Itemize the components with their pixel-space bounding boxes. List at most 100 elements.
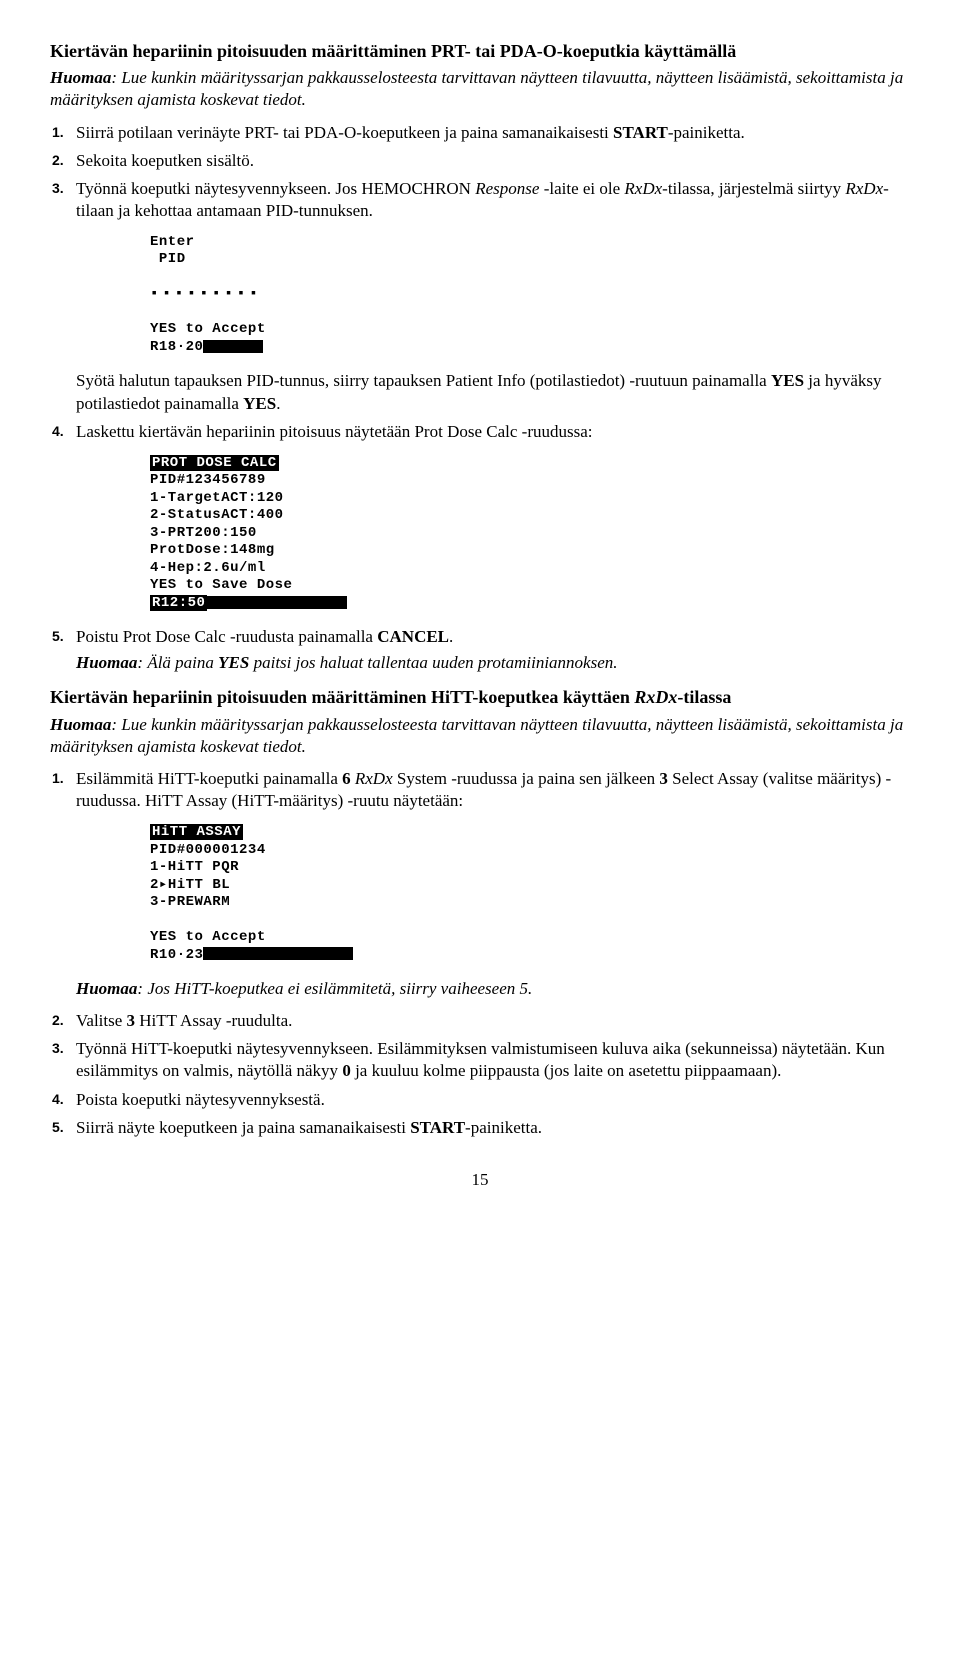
- pid-instruction: Syötä halutun tapauksen PID-tunnus, siir…: [76, 370, 910, 414]
- screen-line: 1-HiTT PQR: [150, 859, 239, 875]
- item-text: HiTT Assay -ruudulta.: [135, 1011, 292, 1030]
- text: .: [276, 394, 280, 413]
- section2-note: Huomaa: Lue kunkin määrityssarjan pakkau…: [50, 714, 910, 758]
- section2-item1-note: Huomaa: Jos HiTT-koeputkea ei esilämmite…: [76, 978, 910, 1000]
- item-text: Poistu Prot Dose Calc -ruudusta painamal…: [76, 627, 377, 646]
- note-text: : Älä paina: [137, 653, 218, 672]
- list-item: 1. Esilämmitä HiTT-koeputki painamalla 6…: [50, 768, 910, 812]
- item-text: Valitse: [76, 1011, 127, 1030]
- item-text: Laskettu kiertävän hepariinin pitoisuus …: [76, 422, 592, 441]
- item-italic: RxDx: [845, 179, 883, 198]
- screen-line: R18·20: [150, 339, 203, 355]
- item-number: 3.: [52, 179, 64, 197]
- note-prefix: Huomaa: [76, 653, 137, 672]
- assay-screen: HiTT ASSAY PID#000001234 1-HiTT PQR 2▸Hi…: [150, 824, 910, 964]
- note-text: : Lue kunkin määrityssarjan pakkausselos…: [50, 68, 903, 109]
- section1-list-cont2: 5. Poistu Prot Dose Calc -ruudusta paina…: [50, 626, 910, 674]
- bold: CANCEL: [377, 627, 449, 646]
- black-bar: [203, 947, 353, 960]
- screen-line: PID#000001234: [150, 842, 266, 858]
- black-bar: [203, 340, 263, 353]
- screen-line: R12:50: [150, 595, 207, 611]
- item-italic: Response: [475, 179, 539, 198]
- heading-italic: RxDx: [634, 687, 677, 707]
- note-text: : Lue kunkin määrityssarjan pakkausselos…: [50, 715, 903, 756]
- screen-title-inverse: PROT DOSE CALC: [150, 455, 279, 471]
- pid-screen: Enter PID ▪▪▪▪▪▪▪▪▪ YES to Accept R18·20: [150, 234, 910, 357]
- item-number: 4.: [52, 422, 64, 440]
- item-number: 1.: [52, 769, 64, 787]
- screen-line: PID#123456789: [150, 472, 266, 488]
- item-text: Sekoita koeputken sisältö.: [76, 151, 254, 170]
- page-number: 15: [50, 1169, 910, 1191]
- heading-text: Kiertävän hepariinin pitoisuuden määritt…: [50, 687, 634, 707]
- screen-line: YES to Accept: [150, 321, 266, 337]
- screen-line: 3-PRT200:150: [150, 525, 257, 541]
- bold: 3: [659, 769, 668, 788]
- item-text: Poista koeputki näytesyvennyksestä.: [76, 1090, 325, 1109]
- screen-line: 2-StatusACT:400: [150, 507, 284, 523]
- section1-note: Huomaa: Lue kunkin määrityssarjan pakkau…: [50, 67, 910, 111]
- list-item: 1. Siirrä potilaan verinäyte PRT- tai PD…: [50, 122, 910, 144]
- section2-heading: Kiertävän hepariinin pitoisuuden määritt…: [50, 686, 910, 709]
- item-text: Siirrä potilaan verinäyte PRT- tai PDA-O…: [76, 123, 613, 142]
- section2-list-cont: 2. Valitse 3 HiTT Assay -ruudulta. 3. Ty…: [50, 1010, 910, 1138]
- section1-list-cont: 4. Laskettu kiertävän hepariinin pitoisu…: [50, 421, 910, 443]
- item-text: Esilämmitä HiTT-koeputki painamalla: [76, 769, 342, 788]
- note-text: paitsi jos haluat tallentaa uuden protam…: [249, 653, 617, 672]
- dose-screen: PROT DOSE CALC PID#123456789 1-TargetACT…: [150, 455, 910, 613]
- screen-title-inverse: HiTT ASSAY: [150, 824, 243, 840]
- list-item: 3. Työnnä koeputki näytesyvennykseen. Jo…: [50, 178, 910, 222]
- list-item: 2. Valitse 3 HiTT Assay -ruudulta.: [50, 1010, 910, 1032]
- item-number: 2.: [52, 1011, 64, 1029]
- screen-line: 1-TargetACT:120: [150, 490, 284, 506]
- screen-line: ProtDose:148mg: [150, 542, 275, 558]
- item-text: -laite ei ole: [539, 179, 624, 198]
- screen-line: Enter: [150, 234, 195, 250]
- list-item: 2. Sekoita koeputken sisältö.: [50, 150, 910, 172]
- section1-list: 1. Siirrä potilaan verinäyte PRT- tai PD…: [50, 122, 910, 222]
- black-bar: [207, 596, 347, 609]
- bold: 6: [342, 769, 351, 788]
- screen-dots: ▪▪▪▪▪▪▪▪▪: [150, 286, 262, 302]
- item-text: Työnnä koeputki näytesyvennykseen. Jos H…: [76, 179, 475, 198]
- screen-line: YES to Accept: [150, 929, 266, 945]
- screen-line: 3-PREWARM: [150, 894, 230, 910]
- screen-line: PID: [150, 251, 186, 267]
- heading-text: -tilassa: [677, 687, 731, 707]
- bold: YES: [243, 394, 276, 413]
- screen-line: 4-Hep:2.6u/ml: [150, 560, 266, 576]
- item-bold: START: [613, 123, 668, 142]
- bold: 3: [127, 1011, 136, 1030]
- item-number: 1.: [52, 123, 64, 141]
- item-number: 5.: [52, 1118, 64, 1136]
- list-item: 5. Poistu Prot Dose Calc -ruudusta paina…: [50, 626, 910, 674]
- item-text: ja kuuluu kolme piippausta (jos laite on…: [351, 1061, 782, 1080]
- item-note: Huomaa: Älä paina YES paitsi jos haluat …: [76, 652, 910, 674]
- section2-list: 1. Esilämmitä HiTT-koeputki painamalla 6…: [50, 768, 910, 812]
- item-number: 4.: [52, 1090, 64, 1108]
- section1-heading: Kiertävän hepariinin pitoisuuden määritt…: [50, 40, 910, 63]
- item-number: 3.: [52, 1039, 64, 1057]
- item-text: -painiketta.: [668, 123, 745, 142]
- item-text: .: [449, 627, 453, 646]
- list-item: 4. Poista koeputki näytesyvennyksestä.: [50, 1089, 910, 1111]
- list-item: 4. Laskettu kiertävän hepariinin pitoisu…: [50, 421, 910, 443]
- item-text: Siirrä näyte koeputkeen ja paina samanai…: [76, 1118, 410, 1137]
- screen-line: YES to Save Dose: [150, 577, 292, 593]
- note-text: : Jos HiTT-koeputkea ei esilämmitetä, si…: [137, 979, 532, 998]
- item-text: -painiketta.: [465, 1118, 542, 1137]
- item-number: 5.: [52, 627, 64, 645]
- text: Syötä halutun tapauksen PID-tunnus, siir…: [76, 371, 771, 390]
- item-italic: RxDx: [624, 179, 662, 198]
- bold: 0: [342, 1061, 351, 1080]
- item-text: -tilassa, järjestelmä siirtyy: [662, 179, 845, 198]
- screen-line: 2▸HiTT BL: [150, 877, 230, 893]
- item-text: System -ruudussa ja paina sen jälkeen: [393, 769, 660, 788]
- list-item: 5. Siirrä näyte koeputkeen ja paina sama…: [50, 1117, 910, 1139]
- note-prefix: Huomaa: [76, 979, 137, 998]
- note-prefix: Huomaa: [50, 715, 111, 734]
- bold: START: [410, 1118, 465, 1137]
- note-bold: YES: [218, 653, 249, 672]
- bold: YES: [771, 371, 804, 390]
